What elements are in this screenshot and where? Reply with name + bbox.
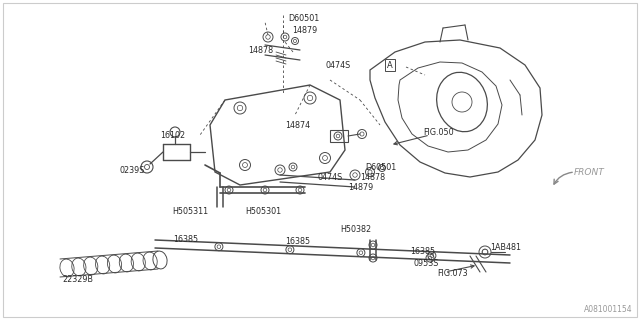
Text: H505311: H505311 — [172, 207, 208, 217]
Text: 14878: 14878 — [360, 172, 385, 181]
Text: A081001154: A081001154 — [584, 305, 633, 314]
Text: 16385: 16385 — [173, 236, 198, 244]
Text: 0474S: 0474S — [325, 60, 350, 69]
Text: 16385: 16385 — [285, 237, 310, 246]
Text: FIG.073: FIG.073 — [437, 269, 468, 278]
Text: 0953S: 0953S — [413, 259, 438, 268]
Text: 0239S: 0239S — [120, 165, 145, 174]
Text: 14879: 14879 — [348, 182, 373, 191]
Text: H50382: H50382 — [340, 226, 371, 235]
Text: D60501: D60501 — [365, 163, 396, 172]
Bar — [330, 130, 348, 142]
Text: 0474S: 0474S — [318, 172, 343, 181]
Text: A: A — [387, 60, 393, 69]
Text: 16102: 16102 — [160, 131, 185, 140]
Text: FIG.050: FIG.050 — [423, 127, 454, 137]
Text: FRONT: FRONT — [574, 167, 605, 177]
Text: 14878: 14878 — [248, 45, 273, 54]
Text: 14879: 14879 — [292, 26, 317, 35]
Text: 14874: 14874 — [285, 121, 310, 130]
Text: H505301: H505301 — [245, 207, 281, 217]
Text: 22329B: 22329B — [62, 276, 93, 284]
Text: 16385: 16385 — [410, 247, 435, 257]
Text: 1AB481: 1AB481 — [490, 244, 521, 252]
Text: D60501: D60501 — [288, 13, 319, 22]
